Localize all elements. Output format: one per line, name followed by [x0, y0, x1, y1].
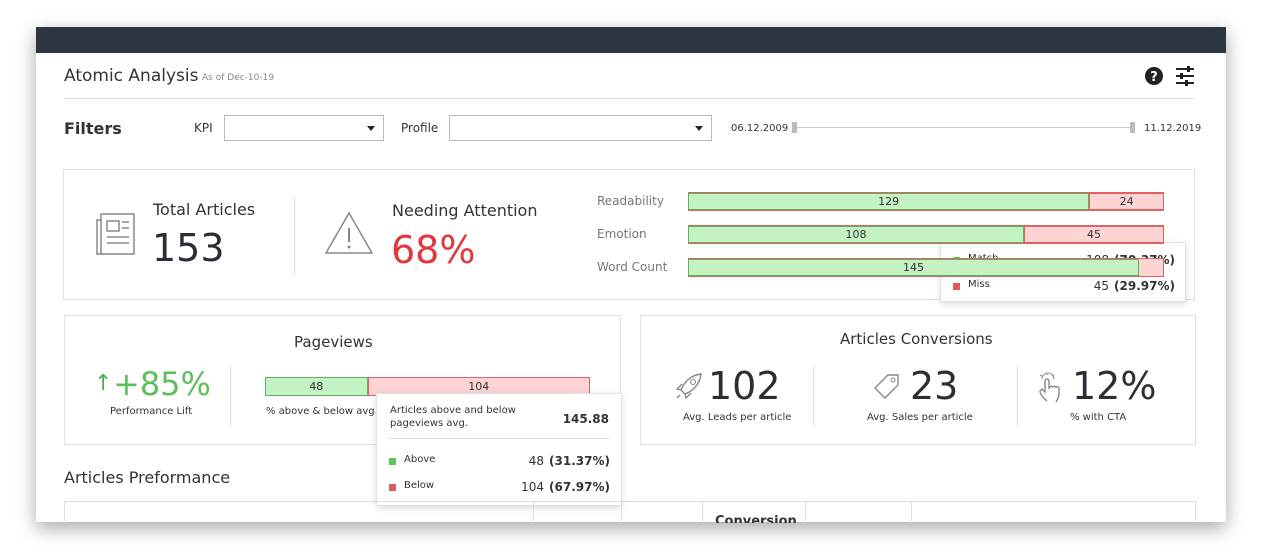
filters-label: Filters: [64, 119, 122, 138]
row-value: 45: [1093, 279, 1109, 293]
conversion-label: Avg. Sales per article: [867, 412, 973, 423]
metric-label: Word Count: [597, 260, 668, 274]
legend-swatch: [389, 458, 396, 465]
row-pct: (29.97%): [1114, 279, 1175, 293]
slider-handle[interactable]: [792, 122, 797, 133]
metric-bar: 108 45: [688, 225, 1164, 244]
settings-icon[interactable]: [1175, 65, 1195, 87]
metric-label: Emotion: [597, 227, 647, 241]
divider: [230, 366, 231, 426]
legend-swatch: [953, 283, 960, 290]
metric-bar: 145: [688, 258, 1164, 277]
column-header: Conversion: [715, 514, 797, 523]
total-value: 153: [152, 226, 225, 270]
svg-text:?: ?: [1150, 70, 1158, 85]
slider-handle[interactable]: [1130, 122, 1135, 133]
match-segment: 129: [688, 193, 1090, 210]
date-start: 06.12.2009: [731, 123, 789, 134]
pageviews-tooltip: Articles above and below pageviews avg. …: [376, 393, 622, 506]
date-slider[interactable]: [794, 127, 1134, 128]
row-label: Below: [404, 480, 435, 491]
divider: [813, 366, 814, 426]
kpi-select[interactable]: [224, 115, 384, 141]
tooltip-title: Articles above and below pageviews avg.: [390, 405, 516, 429]
conversion-label: Avg. Leads per article: [683, 412, 792, 423]
newspaper-icon: [96, 213, 135, 255]
performance-title: Articles Preformance: [64, 468, 231, 487]
above-segment: 48: [265, 377, 368, 396]
attention-value: 68%: [391, 228, 476, 272]
row-pct: (67.97%): [549, 480, 610, 494]
metric-bar: 129 24: [688, 192, 1164, 211]
kpi-label: KPI: [194, 121, 213, 135]
warning-icon: [324, 211, 374, 254]
match-segment: 145: [688, 259, 1140, 276]
profile-select[interactable]: [449, 115, 712, 141]
row-value: 104: [521, 480, 544, 494]
subtitle: As of Dec-10-19: [202, 73, 275, 83]
miss-segment: 24: [1089, 193, 1164, 210]
divider: [1017, 366, 1018, 426]
miss-segment: 45: [1024, 226, 1164, 243]
metric-label: Readability: [597, 194, 664, 208]
conversions-card: [640, 315, 1196, 445]
row-label: Above: [404, 454, 436, 465]
lift-value: +85%: [113, 365, 211, 403]
row-pct: (31.37%): [549, 454, 610, 468]
rocket-icon: [675, 373, 702, 400]
conversion-value: 12%: [1072, 364, 1157, 408]
total-label: Total Articles: [153, 200, 256, 219]
divider: [294, 197, 295, 275]
lift-label: Performance Lift: [110, 406, 193, 417]
title: Atomic Analysis: [64, 66, 199, 86]
divider: [389, 438, 609, 439]
conversions-title: Articles Conversions: [840, 330, 993, 348]
hand-icon: [1039, 372, 1060, 403]
help-icon[interactable]: ?: [1144, 66, 1164, 86]
lift-arrow: ↑: [94, 371, 113, 396]
attention-label: Needing Attention: [392, 201, 538, 220]
conversion-value: 102: [708, 364, 781, 408]
date-end: 11.12.2019: [1144, 123, 1202, 134]
conversion-label: % with CTA: [1070, 412, 1127, 423]
performance-table: Conversion: [64, 501, 1196, 523]
tooltip-value: 145.88: [562, 412, 609, 426]
legend-swatch: [389, 484, 396, 491]
row-label: Miss: [968, 279, 990, 290]
row-value: 48: [528, 454, 544, 468]
pageviews-title: Pageviews: [294, 333, 373, 351]
pageviews-bar-label: % above & below avg. P: [266, 406, 388, 417]
conversion-value: 23: [910, 364, 959, 408]
tag-icon: [874, 374, 899, 399]
match-segment: 108: [688, 226, 1024, 243]
divider: [64, 98, 1194, 99]
profile-label: Profile: [401, 121, 439, 135]
top-bar: [36, 27, 1226, 53]
